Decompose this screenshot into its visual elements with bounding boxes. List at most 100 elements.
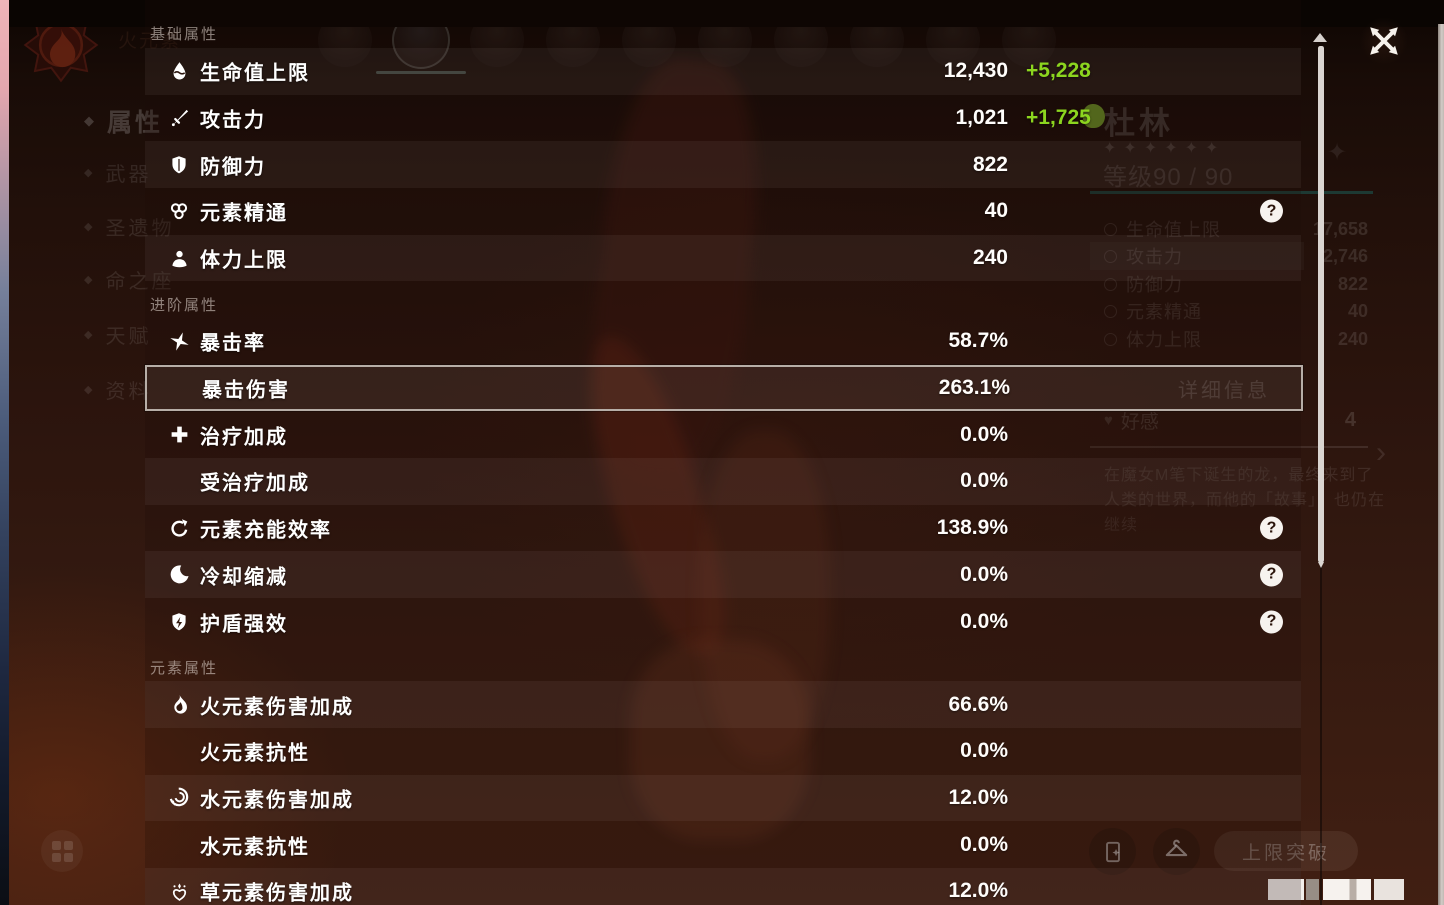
sidebar-item-artifacts[interactable]: ◆ 圣遗物: [84, 212, 174, 241]
censored-uid-block: [1323, 879, 1371, 900]
crit-rate-icon: [165, 327, 193, 355]
detail-info-button[interactable]: 详细信息: [1178, 380, 1270, 402]
hanger-icon: [1165, 839, 1188, 857]
stat-row-atk[interactable]: 攻击力 1,021 +1,725: [145, 95, 1301, 142]
stat-row-pyro-res[interactable]: 火元素抗性 0.0%: [200, 739, 1008, 765]
stat-row-cd-reduction[interactable]: 冷却缩减 0.0% ?: [145, 551, 1301, 599]
close-icon: [1370, 27, 1398, 55]
stat-row-crit-dmg-highlighted[interactable]: 暴击伤害 263.1%: [145, 364, 1303, 412]
friendship-row: ♥ 好感 4: [1104, 407, 1356, 434]
dendro-icon: [165, 877, 193, 905]
sidebar-item-label: 命之座: [105, 271, 175, 293]
bg-stat-row: 体力上限 240: [1104, 326, 1368, 352]
stat-row-max-hp[interactable]: 生命值上限 12,430 +5,228: [145, 48, 1301, 95]
element-badge-icon: [1083, 104, 1105, 128]
sword-icon: [165, 104, 193, 132]
sidebar-item-profile[interactable]: ◆ 资料: [84, 375, 151, 404]
sidebar-item-attributes[interactable]: ◆ 属性: [84, 103, 163, 139]
avatar-underline: [376, 71, 466, 74]
stat-row-dendro-dmg-bonus[interactable]: 草元素伤害加成 12.0%: [145, 867, 1301, 905]
stat-row-max-stamina[interactable]: 体力上限 240: [145, 234, 1301, 282]
help-icon[interactable]: ?: [1260, 516, 1283, 540]
stat-row-elemental-mastery[interactable]: 元素精通 40 ?: [145, 188, 1301, 235]
character-name: 杜林: [1104, 106, 1174, 141]
sword-icon: [1104, 249, 1117, 263]
screen-edge-strip: [1438, 24, 1444, 905]
help-icon[interactable]: ?: [1260, 563, 1283, 587]
diamond-bullet-icon: ◆: [84, 329, 96, 341]
help-icon[interactable]: ?: [1260, 610, 1283, 633]
section-header-elemental: 元素属性: [150, 659, 219, 677]
element-label: 火元素: [118, 31, 182, 52]
card-icon: [1105, 841, 1120, 862]
hp-drop-icon: [165, 57, 193, 85]
stat-row-energy-recharge[interactable]: 元素充能效率 138.9% ?: [145, 505, 1301, 552]
friendship-level: 4: [1344, 409, 1356, 431]
sidebar-item-weapon[interactable]: ◆ 武器: [84, 158, 151, 187]
section-header-base: 基础属性: [150, 26, 219, 43]
stat-row-hydro-res[interactable]: 水元素抗性 0.0%: [200, 832, 1008, 859]
attribute-detail-panel: 基础属性 生命值上限 12,430 +5,228 攻击力 1,021 +1,72…: [145, 0, 1303, 905]
character-art: [700, 430, 830, 760]
rarity-stars: ✦✦✦✦✦✦: [1103, 140, 1226, 157]
bg-stat-row: 防御力 822: [1104, 271, 1368, 297]
sidebar-item-label: 资料: [105, 381, 152, 403]
diamond-bullet-icon: ◆: [84, 221, 96, 233]
scrollbar-up-arrow-icon[interactable]: [1313, 33, 1327, 42]
stat-row-healing-bonus[interactable]: 治疗加成 0.0%: [145, 411, 1301, 458]
character-description: 在魔女M笔下诞生的龙，最终来到了 人类的世界，而他的「故事」，也仍在 继续: [1104, 467, 1386, 534]
character-art: [630, 640, 810, 840]
menu-grid-button[interactable]: [41, 830, 83, 872]
sidebar-item-label: 属性: [107, 109, 164, 137]
healing-bonus-icon: [165, 421, 193, 449]
sidebar-item-label: 武器: [105, 164, 152, 186]
desktop-edge-sliver: [0, 0, 9, 905]
divider: [1090, 446, 1368, 448]
character-card-button[interactable]: [1089, 828, 1136, 875]
sidebar-item-talents[interactable]: ◆ 天赋: [84, 320, 151, 349]
sidebar-item-label: 圣遗物: [105, 218, 175, 240]
shield-icon: [165, 151, 193, 179]
chevron-right-icon[interactable]: ›: [1376, 436, 1386, 469]
sidebar-item-label: 天赋: [105, 326, 152, 348]
diamond-bullet-icon: ◆: [84, 274, 96, 286]
pyro-icon: [165, 691, 193, 719]
energy-recharge-icon: [165, 514, 193, 542]
censored-uid-block: [1268, 879, 1304, 900]
stamina-icon: [165, 244, 193, 272]
sidebar-item-constellation[interactable]: ◆ 命之座: [84, 265, 174, 294]
close-button[interactable]: [1360, 17, 1408, 65]
stat-row-shield-strength[interactable]: 护盾强效 0.0% ?: [145, 598, 1301, 645]
stat-row-def[interactable]: 防御力 822: [145, 141, 1301, 189]
stamina-icon: [1104, 332, 1117, 346]
section-header-advanced: 进阶属性: [150, 297, 219, 315]
divider: [1090, 191, 1373, 194]
outfit-button[interactable]: [1153, 828, 1200, 875]
shield-strength-icon: [165, 608, 193, 636]
elemental-mastery-icon: [1104, 304, 1117, 318]
diamond-bullet-icon: ◆: [84, 113, 97, 128]
sparkle-icon: ✦: [1327, 139, 1348, 166]
cap-breakthrough-button[interactable]: 上限突破: [1214, 831, 1358, 871]
stat-row-crit-rate[interactable]: 暴击率 58.7%: [145, 318, 1301, 365]
scrollbar-thumb[interactable]: [1318, 46, 1324, 568]
bg-stat-row: 元素精通 40: [1104, 298, 1368, 324]
bg-stat-row: 生命值上限 17,658: [1104, 216, 1368, 242]
bg-stat-row: 攻击力 2,746: [1104, 243, 1368, 269]
help-icon[interactable]: ?: [1260, 199, 1283, 223]
elemental-mastery-icon: [165, 197, 193, 225]
stat-row-pyro-dmg-bonus[interactable]: 火元素伤害加成 66.6%: [145, 681, 1301, 728]
hp-drop-icon: [1104, 222, 1117, 236]
stat-row-incoming-healing-bonus[interactable]: 受治疗加成 0.0%: [145, 458, 1301, 505]
shield-icon: [1104, 277, 1117, 291]
hydro-icon: [165, 784, 193, 812]
stat-row-hydro-dmg-bonus[interactable]: 水元素伤害加成 12.0%: [145, 774, 1301, 822]
character-level: 等级90 / 90: [1103, 164, 1234, 191]
cooldown-reduction-icon: [165, 561, 193, 589]
grid-icon: [51, 840, 73, 862]
censored-uid-block: [1374, 879, 1404, 900]
friendship-label: 好感: [1120, 412, 1159, 433]
diamond-bullet-icon: ◆: [84, 384, 96, 396]
